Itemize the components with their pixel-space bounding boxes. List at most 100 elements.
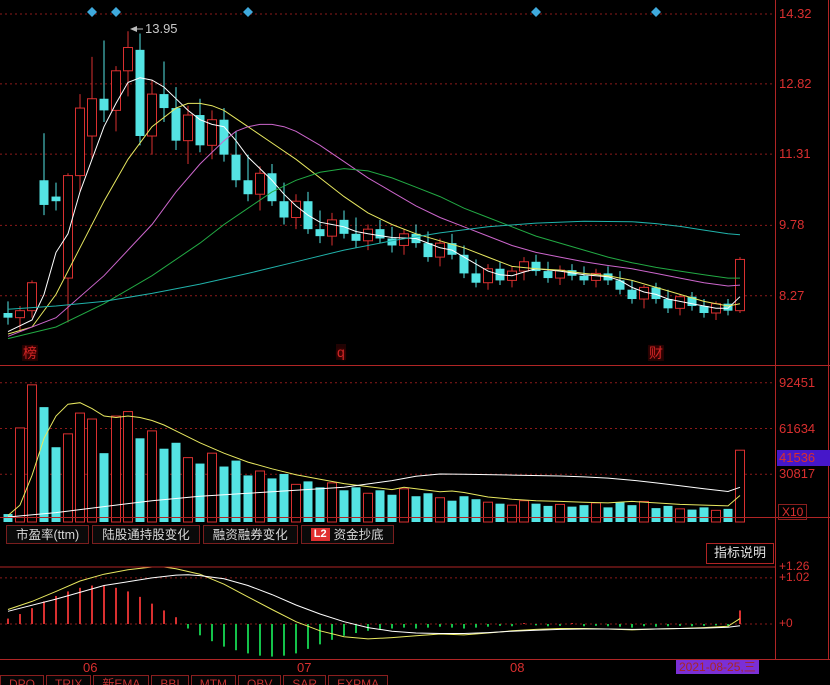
- tab-trix[interactable]: TRIX: [46, 675, 92, 685]
- tab-fund-bottom-fishing[interactable]: L2 资金抄底: [300, 525, 394, 544]
- macd-axis-label: +1.26: [779, 559, 810, 573]
- volume-bar-up: [675, 508, 685, 523]
- volume-bar-up: [639, 500, 649, 523]
- volume-bar-down: [231, 460, 241, 522]
- candle-body-down: [159, 94, 169, 109]
- candle-body-down: [51, 196, 61, 202]
- volume-bar-down: [171, 442, 181, 522]
- volume-bar-down: [99, 453, 109, 522]
- candle-body-up: [147, 93, 157, 137]
- candle-body-up: [591, 272, 601, 281]
- candle-body-down: [387, 238, 397, 246]
- candle-body-up: [183, 114, 193, 142]
- tab-sar[interactable]: SAR: [283, 675, 327, 685]
- candle-body-down: [231, 154, 241, 181]
- volume-bar-down: [471, 499, 481, 522]
- volume-bar-down: [651, 508, 661, 522]
- ma-mid-yellow: [7, 102, 741, 335]
- volume-bar-up: [15, 427, 25, 523]
- volume-bar-down: [387, 494, 397, 522]
- candle-body-up: [327, 219, 337, 237]
- price-axis-label: 8.27: [779, 288, 805, 303]
- candle-body-down: [663, 299, 673, 309]
- volume-unit-label: X10: [778, 504, 808, 520]
- volume-current-badge: 41536: [777, 450, 830, 466]
- tab-label: 融资融券变化: [212, 527, 288, 542]
- candle-body-down: [375, 229, 385, 239]
- tab-obv[interactable]: OBV: [238, 675, 282, 685]
- candle-body-down: [135, 49, 145, 137]
- volume-axis-label: 92451: [779, 375, 816, 390]
- candle-body-up: [15, 310, 25, 319]
- volume-bar-down: [195, 463, 205, 522]
- ma-long-cyan: [7, 220, 741, 310]
- volume-axis-label: 30817: [779, 466, 816, 481]
- volume-bar-down: [339, 490, 349, 522]
- volume-bar-down: [51, 447, 61, 522]
- volume-bar-down: [723, 508, 733, 522]
- volume-bar-down: [3, 514, 13, 522]
- volume-bar-up: [87, 418, 97, 523]
- candle-body-up: [255, 172, 265, 195]
- candle-body-down: [687, 296, 697, 307]
- candle-body-down: [423, 243, 433, 258]
- month-label: 08: [510, 660, 525, 675]
- ma-green: [7, 168, 740, 340]
- volume-bar-down: [315, 487, 325, 522]
- volume-bar-down: [663, 505, 673, 522]
- ma-short-white: [7, 77, 741, 333]
- macd-axis-label: +1.02: [779, 570, 810, 584]
- volume-bar-up: [711, 509, 721, 523]
- tab-northbound-holdings[interactable]: 陆股通持股变化: [92, 525, 200, 544]
- volume-bar-up: [147, 430, 157, 523]
- tab-pe-ttm[interactable]: 市盈率(ttm): [6, 525, 90, 544]
- volume-bar-down: [459, 496, 469, 522]
- volume-bar-up: [207, 452, 217, 523]
- peak-price-annotation: 13.95: [145, 21, 178, 36]
- candle-body-down: [171, 108, 181, 141]
- volume-bar-down: [351, 487, 361, 522]
- candle-body-up: [207, 119, 217, 146]
- tab-mtm[interactable]: MTM: [190, 675, 237, 685]
- tab-expma[interactable]: EXPMA: [328, 675, 389, 685]
- volume-bar-down: [615, 502, 625, 522]
- candle-body-down: [279, 201, 289, 218]
- volume-bar-down: [159, 448, 169, 522]
- tab-label: 市盈率(ttm): [16, 527, 80, 542]
- candle-body-up: [111, 70, 121, 111]
- candle-body-down: [531, 261, 541, 272]
- diamond-marker-icon: [87, 7, 97, 17]
- volume-bar-up: [399, 488, 409, 523]
- diamond-marker-icon: [531, 7, 541, 17]
- price-axis-label: 11.31: [779, 146, 811, 161]
- candle-body-down: [219, 119, 229, 155]
- volume-bar-up: [111, 415, 121, 523]
- candle-body-up: [63, 175, 73, 279]
- candle-body-down: [651, 287, 661, 300]
- tab-margin-trading[interactable]: 融资融券变化: [202, 525, 298, 544]
- volume-bar-down: [447, 500, 457, 522]
- candle-body-down: [471, 273, 481, 283]
- tab-newema[interactable]: 新EMA: [93, 675, 150, 685]
- marquee-char: q: [336, 344, 346, 360]
- candle-body-down: [3, 312, 13, 318]
- volume-bar-down: [495, 503, 505, 522]
- indicator-help-button[interactable]: 指标说明: [706, 543, 774, 564]
- volume-bar-down: [699, 507, 709, 522]
- candle-body-down: [447, 243, 457, 255]
- candle-body-down: [459, 254, 469, 274]
- tab-label: 资金抄底: [333, 527, 384, 542]
- volume-bar-up: [255, 470, 265, 523]
- vol-ma-white: [7, 473, 741, 518]
- volume-bar-up: [123, 411, 133, 523]
- price-axis-label: 14.32: [779, 6, 812, 21]
- volume-bar-down: [579, 505, 589, 522]
- tab-dpo[interactable]: DPO: [0, 675, 45, 685]
- current-date-badge: 2021-08-25,三: [676, 660, 759, 674]
- tab-bbi[interactable]: BBI: [151, 675, 189, 685]
- candle-body-down: [243, 180, 253, 195]
- candle-body-up: [363, 228, 373, 242]
- volume-bar-down: [243, 475, 253, 522]
